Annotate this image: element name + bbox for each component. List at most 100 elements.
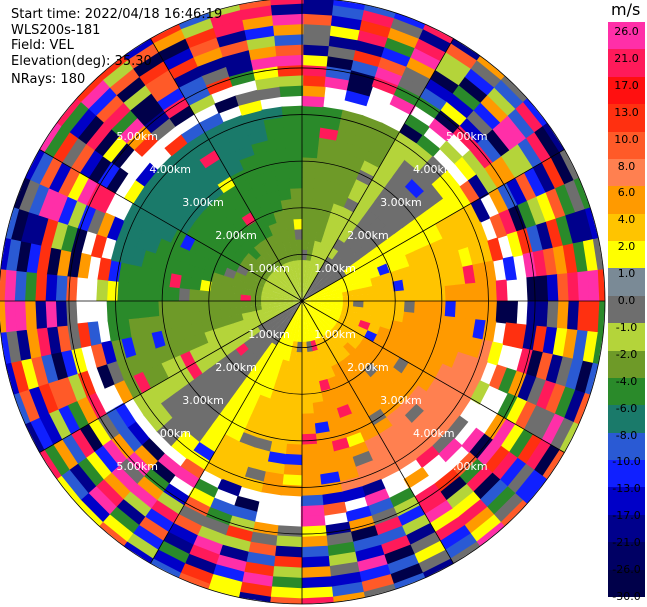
velocity-gate — [409, 438, 433, 460]
velocity-gate — [524, 167, 547, 198]
velocity-gate — [404, 151, 427, 173]
velocity-gate — [311, 304, 323, 310]
velocity-gate — [281, 327, 290, 339]
velocity-gate — [414, 288, 426, 302]
velocity-gate — [282, 240, 292, 253]
velocity-gate — [355, 264, 369, 277]
colorbar-unit: m/s — [611, 0, 641, 19]
velocity-gate — [271, 269, 282, 281]
velocity-gate — [178, 150, 201, 172]
velocity-gate — [308, 229, 318, 241]
velocity-gate — [455, 283, 467, 302]
velocity-gate — [404, 403, 425, 424]
velocity-gate — [284, 286, 295, 295]
velocity-gate — [453, 125, 479, 151]
velocity-gate — [106, 216, 125, 241]
velocity-gate — [144, 68, 175, 94]
velocity-gate — [408, 234, 425, 252]
velocity-gate — [404, 114, 430, 136]
velocity-gate — [372, 452, 395, 471]
velocity-gate — [267, 137, 287, 151]
velocity-gate — [180, 458, 205, 480]
velocity-gate — [253, 242, 267, 256]
velocity-gate — [281, 292, 293, 298]
velocity-gate — [321, 106, 344, 121]
velocity-gate — [442, 388, 463, 411]
velocity-gate — [308, 307, 318, 317]
velocity-gate — [272, 555, 302, 569]
velocity-gate — [131, 524, 164, 551]
velocity-gate — [452, 317, 466, 337]
velocity-gate — [85, 450, 112, 480]
velocity-gate — [368, 141, 391, 160]
velocity-gate — [278, 314, 289, 325]
velocity-gate — [191, 167, 213, 187]
velocity-gate — [223, 322, 237, 335]
velocity-gate — [130, 92, 159, 119]
range-ring-label: 5.00km — [446, 460, 488, 473]
velocity-gate — [129, 483, 158, 509]
velocity-gate — [322, 321, 333, 333]
velocity-gate — [332, 304, 344, 310]
velocity-gate — [373, 301, 385, 311]
velocity-gate — [351, 407, 369, 424]
velocity-gate — [150, 382, 170, 404]
colorbar-tick: -21.0 — [612, 536, 641, 550]
velocity-gate — [390, 17, 425, 40]
velocity-gate — [213, 19, 246, 38]
velocity-gate — [428, 328, 443, 347]
velocity-gate — [417, 355, 434, 374]
velocity-gate — [94, 478, 124, 508]
velocity-gate — [526, 224, 544, 254]
velocity-gate — [289, 239, 297, 251]
range-ring-label: 2.00km — [347, 229, 389, 242]
velocity-gate — [293, 259, 299, 271]
velocity-gate — [168, 300, 180, 315]
velocity-gate — [253, 346, 266, 360]
velocity-gate — [211, 166, 231, 185]
velocity-gate — [351, 535, 382, 553]
colorbar-tick: 26.0 — [614, 25, 639, 38]
velocity-gate — [592, 238, 604, 272]
velocity-gate — [135, 162, 158, 187]
velocity-gate — [492, 418, 516, 448]
velocity-gate — [347, 398, 364, 415]
velocity-gate — [141, 387, 161, 410]
velocity-gate — [186, 396, 206, 416]
velocity-gate — [242, 422, 261, 439]
velocity-gate — [389, 94, 417, 116]
velocity-gate — [149, 499, 179, 524]
velocity-gate — [61, 136, 88, 168]
velocity-gate — [172, 513, 202, 536]
velocity-gate — [500, 115, 528, 146]
velocity-gate — [278, 74, 304, 87]
colorbar-segment — [608, 268, 645, 297]
velocity-gate — [417, 372, 436, 393]
velocity-gate — [409, 262, 424, 279]
velocity-gate — [116, 280, 129, 301]
velocity-gate — [170, 228, 187, 247]
velocity-gate — [414, 96, 442, 120]
velocity-gate — [137, 282, 150, 301]
velocity-gate — [392, 279, 405, 292]
velocity-gate — [232, 369, 248, 385]
velocity-gate — [398, 159, 420, 180]
velocity-gate — [226, 259, 240, 272]
velocity-gate — [464, 68, 496, 97]
velocity-gate — [302, 33, 332, 47]
velocity-gate — [409, 324, 423, 340]
velocity-gate — [379, 318, 393, 331]
velocity-gate — [302, 228, 310, 240]
velocity-gate — [319, 471, 341, 486]
velocity-gate — [47, 191, 69, 222]
range-ring-label: 2.00km — [347, 361, 389, 374]
velocity-gate — [76, 456, 104, 487]
velocity-gate — [525, 439, 552, 472]
velocity-gate — [360, 159, 380, 177]
velocity-gate — [187, 185, 207, 205]
velocity-gate — [108, 505, 140, 534]
velocity-gate — [442, 316, 456, 334]
velocity-gate — [34, 299, 47, 329]
velocity-gate — [367, 497, 394, 517]
velocity-gate — [297, 259, 303, 271]
